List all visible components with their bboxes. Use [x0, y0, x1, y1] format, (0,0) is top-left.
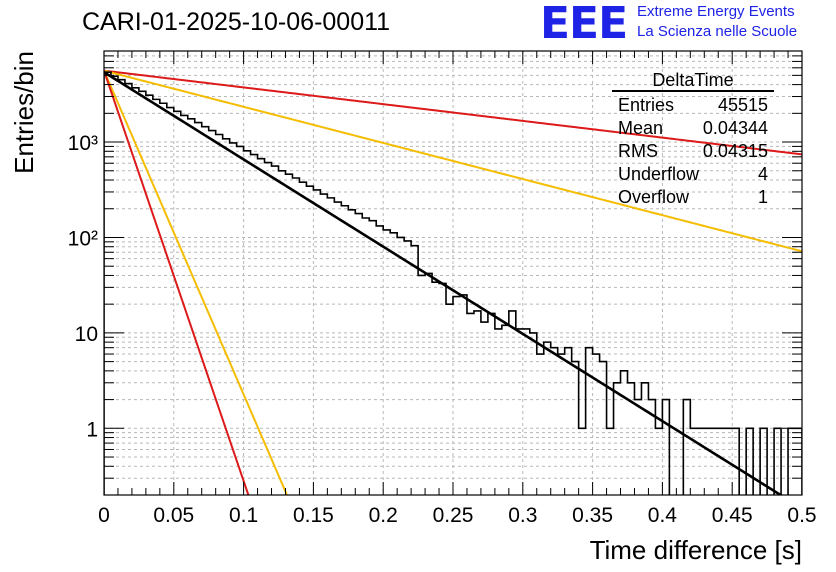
x-tick-label: 0.5 [787, 504, 816, 527]
stats-title: DeltaTime [612, 68, 774, 92]
stats-value: 0.04315 [702, 141, 768, 161]
stats-value: 45515 [717, 95, 768, 115]
curve-yellow-fast [104, 70, 289, 495]
stats-label: RMS [618, 141, 658, 161]
x-axis-label: Time difference [s] [590, 535, 802, 565]
curve-red-slow [104, 69, 802, 156]
y-tick-label: 10² [68, 227, 98, 250]
stats-label: Overflow [618, 187, 690, 207]
brand-line-2: La Scienza nelle Scuole [637, 23, 798, 40]
stats-value: 1 [757, 187, 768, 207]
y-axis-label: Entries/bin [9, 51, 39, 174]
x-tick-label: 0.2 [369, 504, 398, 527]
curve-red-fast [104, 70, 250, 495]
eee-logo: EEE [540, 0, 628, 49]
stats-label: Underflow [618, 164, 700, 184]
x-tick-label: 0.1 [229, 504, 258, 527]
stats-box: DeltaTime Entries 45515 Mean 0.04344 RMS… [612, 68, 774, 208]
stats-row-underflow: Underflow 4 [612, 163, 774, 186]
curve-yellow-slow [104, 69, 802, 253]
x-tick-label: 0 [98, 504, 110, 527]
stats-row-mean: Mean 0.04344 [612, 117, 774, 140]
stats-label: Entries [618, 95, 675, 115]
y-tick-label: 10³ [68, 132, 98, 155]
x-tick-label: 0.15 [293, 504, 334, 527]
stats-label: Mean [618, 118, 664, 138]
stats-row-entries: Entries 45515 [612, 94, 774, 117]
stats-row-rms: RMS 0.04315 [612, 140, 774, 163]
curve-fit [104, 71, 784, 495]
x-tick-label: 0.4 [648, 504, 678, 527]
x-tick-label: 0.3 [508, 504, 537, 527]
brand-line-1: Extreme Energy Events [637, 3, 795, 20]
y-tick-label: 1 [86, 418, 98, 441]
y-tick-label: 10 [75, 323, 98, 346]
chart-title: CARI-01-2025-10-06-00011 [82, 8, 391, 36]
stats-value: 0.04344 [702, 118, 768, 138]
x-tick-label: 0.35 [572, 504, 613, 527]
stats-value: 4 [757, 164, 768, 184]
stats-row-overflow: Overflow 1 [612, 186, 774, 209]
x-tick-label: 0.45 [712, 504, 753, 527]
x-tick-label: 0.05 [153, 504, 194, 527]
x-tick-label: 0.25 [433, 504, 474, 527]
